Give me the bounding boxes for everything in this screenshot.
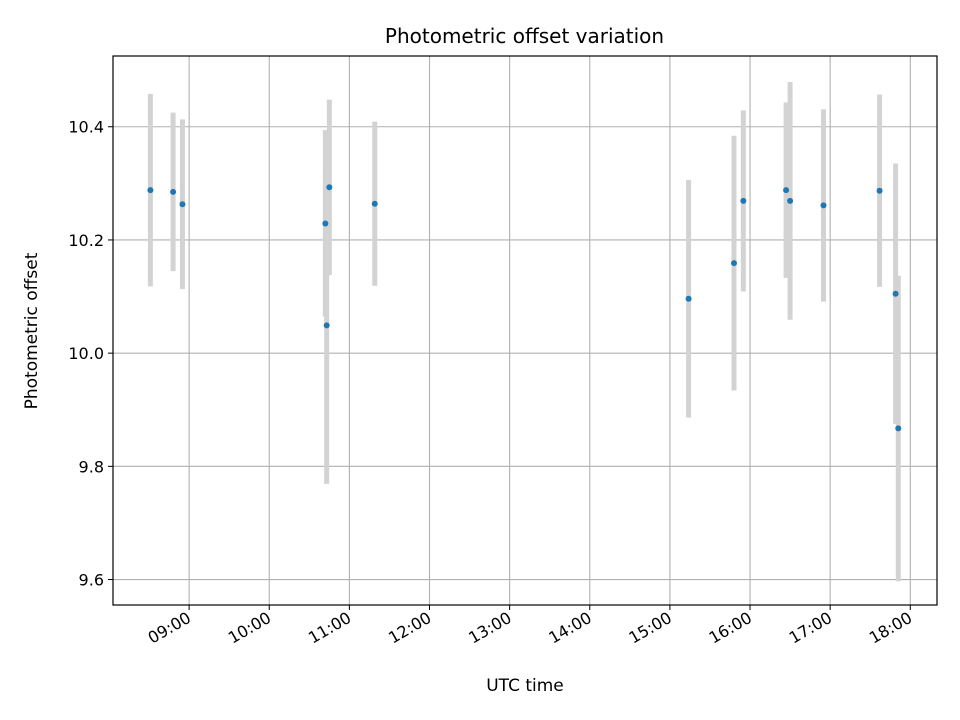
data-point bbox=[179, 201, 186, 208]
data-point bbox=[685, 295, 692, 302]
plot-frame bbox=[112, 55, 938, 606]
y-tick-label: 9.8 bbox=[79, 457, 104, 476]
data-point bbox=[731, 260, 738, 267]
data-point bbox=[740, 197, 747, 204]
grid bbox=[113, 56, 937, 605]
y-tick-label: 10.4 bbox=[68, 118, 104, 137]
data-point bbox=[323, 322, 330, 329]
y-axis: 9.6 9.8 10.0 10.2 10.4 bbox=[68, 118, 113, 590]
data-point bbox=[783, 187, 790, 194]
data-point bbox=[371, 200, 378, 207]
data-point bbox=[895, 425, 902, 432]
data-point bbox=[787, 197, 794, 204]
y-tick-label: 10.0 bbox=[68, 344, 104, 363]
y-tick-label: 10.2 bbox=[68, 231, 104, 250]
data-point bbox=[820, 202, 827, 209]
x-axis-title: UTC time bbox=[486, 676, 564, 696]
data-point bbox=[322, 220, 329, 227]
data-point bbox=[892, 290, 899, 297]
data-points bbox=[147, 184, 902, 432]
data-point bbox=[326, 184, 333, 191]
y-tick-label: 9.6 bbox=[79, 571, 104, 590]
y-axis-title: Photometric offset bbox=[22, 252, 42, 409]
chart-title: Photometric offset variation bbox=[385, 24, 664, 48]
data-point bbox=[876, 187, 883, 194]
data-point bbox=[170, 188, 177, 195]
data-point bbox=[147, 187, 154, 194]
